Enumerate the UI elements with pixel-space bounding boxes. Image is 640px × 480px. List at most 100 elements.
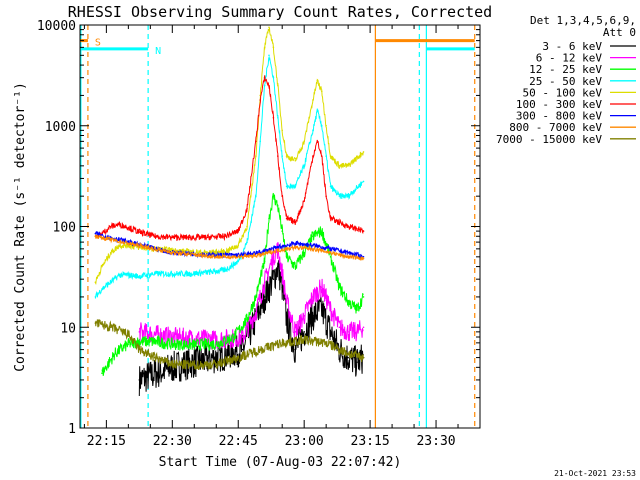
data-point (241, 348, 244, 351)
data-point (320, 90, 323, 93)
data-point (268, 84, 270, 87)
data-point (329, 248, 332, 250)
data-point (255, 155, 257, 157)
data-point (294, 242, 297, 245)
data-point (206, 271, 209, 274)
data-point (114, 352, 116, 355)
data-point (255, 195, 257, 197)
data-point (118, 244, 121, 247)
data-point (127, 343, 130, 345)
data-point (320, 230, 323, 232)
data-point (241, 336, 244, 338)
y-tick-label: 10000 (37, 19, 76, 34)
data-point (281, 155, 283, 157)
data-point (153, 272, 156, 275)
data-point (347, 331, 349, 333)
data-point (272, 278, 275, 280)
series-line (95, 75, 364, 242)
data-point (224, 269, 226, 271)
data-point (272, 256, 275, 258)
data-point (303, 199, 305, 202)
data-point (356, 227, 358, 230)
data-point (255, 311, 257, 314)
data-point (362, 151, 365, 153)
data-point (312, 296, 314, 298)
data-point (94, 232, 97, 235)
data-point (347, 300, 349, 303)
generation-timestamp: 21-Oct-2021 23:53 (554, 469, 636, 478)
data-point (285, 318, 288, 321)
series-6-12kev (138, 241, 365, 350)
data-point (312, 99, 314, 101)
series-100-300kev (94, 75, 365, 242)
series-25-50kev (94, 54, 365, 299)
data-point (246, 241, 248, 243)
data-point (347, 165, 349, 167)
data-point (241, 256, 244, 258)
data-point (171, 272, 174, 275)
data-point (329, 185, 332, 188)
data-point (272, 46, 275, 49)
data-point (237, 230, 240, 232)
data-point (294, 348, 297, 351)
data-point (277, 155, 279, 157)
data-point (329, 155, 332, 157)
data-point (277, 116, 279, 119)
legend-label: 7000 - 15000 keV (496, 133, 602, 146)
data-point (206, 251, 209, 254)
legend-label: 3 - 6 keV (542, 40, 602, 53)
data-point (268, 217, 270, 220)
data-point (138, 379, 141, 381)
data-point (285, 256, 288, 258)
series-layer (94, 26, 365, 397)
data-point (118, 223, 121, 226)
data-point (356, 361, 358, 363)
data-point (193, 364, 196, 367)
data-point (362, 326, 365, 329)
data-point (138, 331, 141, 333)
legend-label: 12 - 25 keV (529, 63, 602, 76)
data-point (215, 363, 218, 365)
data-point (338, 326, 341, 329)
data-point (127, 274, 130, 276)
series-line (94, 234, 364, 261)
data-point (206, 236, 209, 239)
legend-entry: 100 - 300 keV (516, 98, 636, 111)
y-tick-label: 1000 (45, 120, 76, 135)
data-point (312, 314, 314, 317)
data-point (193, 343, 196, 346)
data-point (171, 343, 174, 345)
data-point (281, 129, 283, 132)
data-point (338, 195, 341, 197)
data-point (268, 26, 270, 29)
data-point (329, 331, 332, 333)
data-point (237, 356, 240, 359)
data-point (215, 343, 218, 345)
series-line (139, 241, 364, 350)
data-point (316, 79, 319, 82)
data-point (285, 155, 288, 157)
data-point (101, 288, 103, 290)
data-point (325, 155, 327, 157)
data-point (272, 116, 275, 119)
data-point (259, 251, 262, 254)
x-tick-label: 22:15 (87, 434, 126, 449)
data-point (127, 333, 130, 336)
data-point (303, 314, 305, 317)
data-point (320, 124, 323, 127)
data-point (153, 356, 156, 359)
series-3-6kev (138, 260, 365, 397)
data-point (312, 244, 314, 247)
data-point (356, 331, 358, 333)
data-point (263, 260, 266, 263)
ticks-layer: 22:15 22:30 22:45 23:00 23:15 23:30 1 10 100 1000… (37, 19, 481, 449)
data-point (329, 251, 332, 254)
series-line (138, 260, 364, 397)
data-point (171, 251, 174, 254)
data-point (281, 230, 283, 232)
data-point (224, 235, 226, 238)
data-point (285, 217, 288, 220)
legend-entry: 6 - 12 keV (536, 52, 636, 65)
data-point (329, 256, 332, 258)
